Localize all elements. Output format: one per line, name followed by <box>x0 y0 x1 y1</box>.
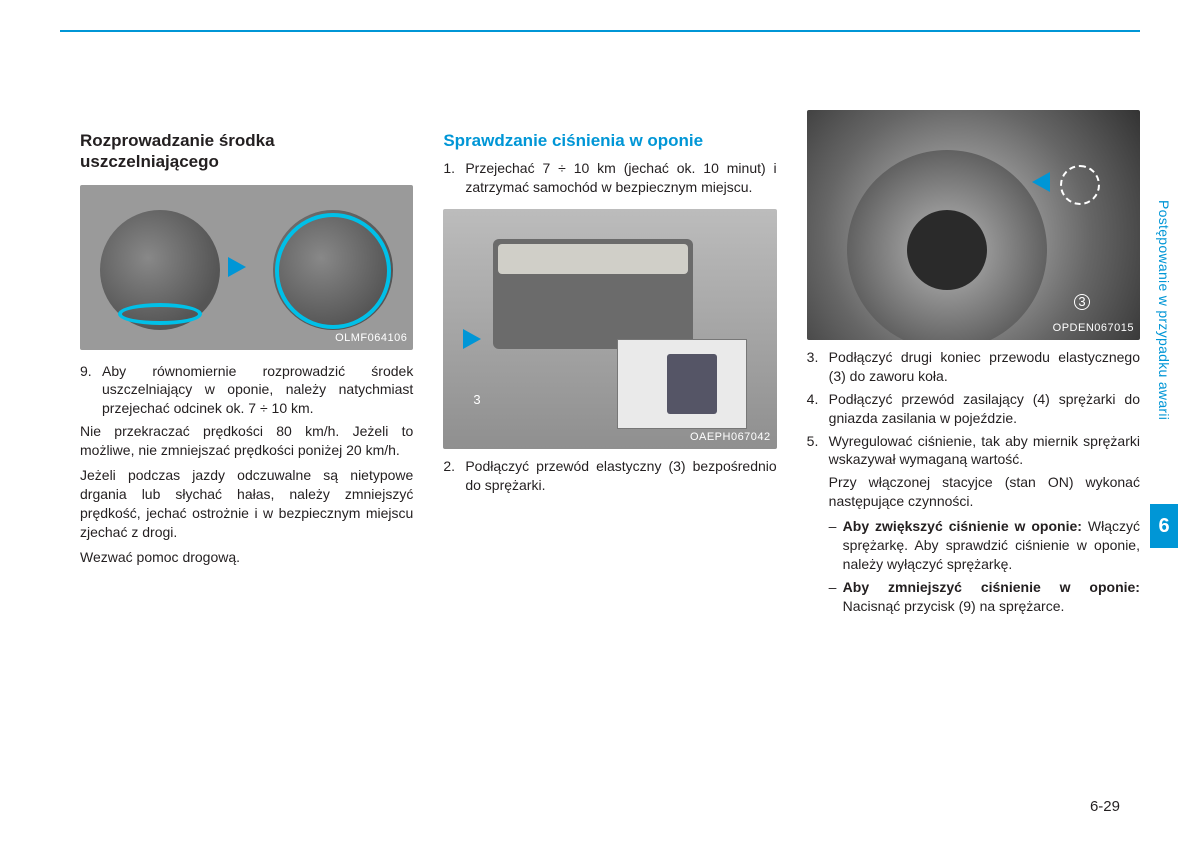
paragraph-vibration-warning: Jeżeli podczas jazdy odczuwalne są niety… <box>80 466 413 542</box>
list-number: 2. <box>443 457 465 495</box>
figure-label: OLMF064106 <box>335 331 407 346</box>
list-text: Aby równomiernie rozprowadzić środek usz… <box>102 362 413 419</box>
list-text: Podłączyć drugi koniec przewodu elastycz… <box>829 348 1140 386</box>
list-number: 3. <box>807 348 829 386</box>
list-item-2: 2. Podłączyć przewód elastyczny (3) bezp… <box>443 457 776 495</box>
list-number: 9. <box>80 362 102 419</box>
column-2: Sprawdzanie ciśnienia w oponie 1. Przeje… <box>443 130 776 616</box>
content-columns: Rozprowadzanie środka uszczelniającego O… <box>80 130 1140 616</box>
figure-sealant-distribution: OLMF064106 <box>80 185 413 350</box>
figure-label: OPDEN067015 <box>1053 321 1134 336</box>
list-text: Wyregulować ciśnienie, tak aby miernik s… <box>829 432 1140 470</box>
bullet-dash: – <box>829 517 843 574</box>
column-1: Rozprowadzanie środka uszczelniającego O… <box>80 130 413 616</box>
column-3: 3 OPDEN067015 3. Podłączyć drugi koniec … <box>807 130 1140 616</box>
bullet-decrease-pressure: – Aby zmniejszyć ciśnienie w oponie: Nac… <box>807 578 1140 616</box>
list-item-3: 3. Podłączyć drugi koniec przewodu elast… <box>807 348 1140 386</box>
list-number: 1. <box>443 159 465 197</box>
list-number: 5. <box>807 432 829 470</box>
list-number: 4. <box>807 390 829 428</box>
paragraph-call-assistance: Wezwać pomoc drogową. <box>80 548 413 567</box>
list-item-1: 1. Przejechać 7 ÷ 10 km (jechać ok. 10 m… <box>443 159 776 197</box>
figure-wheel-valve: 3 OPDEN067015 <box>807 110 1140 340</box>
list-item-5: 5. Wyregulować ciśnienie, tak aby mierni… <box>807 432 1140 470</box>
list-item-9: 9. Aby równomiernie rozprowadzić środek … <box>80 362 413 419</box>
page-number: 6-29 <box>1090 798 1120 815</box>
figure-label: OAEPH067042 <box>690 430 771 445</box>
manual-page: Rozprowadzanie środka uszczelniającego O… <box>0 0 1200 845</box>
heading-distribute-sealant: Rozprowadzanie środka uszczelniającego <box>80 130 413 173</box>
bullet-text: Aby zmniejszyć ciśnienie w oponie: Nacis… <box>843 578 1140 616</box>
list-text: Przejechać 7 ÷ 10 km (jechać ok. 10 minu… <box>465 159 776 197</box>
paragraph-speed-limit: Nie przekraczać prędkości 80 km/h. Jeżel… <box>80 422 413 460</box>
list-text: Podłączyć przewód elastyczny (3) bezpośr… <box>465 457 776 495</box>
paragraph-ignition-on: Przy włączonej stacyjce (stan ON) wykona… <box>807 473 1140 511</box>
bullet-dash: – <box>829 578 843 616</box>
side-chapter-tab: 6 <box>1150 504 1178 548</box>
side-chapter-title: Postępowanie w przypadku awarii <box>1156 200 1172 420</box>
bullet-increase-pressure: – Aby zwiększyć ciśnienie w oponie: Włąc… <box>807 517 1140 574</box>
list-item-4: 4. Podłączyć przewód zasilający (4) sprę… <box>807 390 1140 428</box>
top-border <box>60 30 1140 32</box>
list-text: Podłączyć przewód zasilający (4) sprężar… <box>829 390 1140 428</box>
heading-check-pressure: Sprawdzanie ciśnienia w oponie <box>443 130 776 151</box>
figure-compressor-hose: 3 OAEPH067042 <box>443 209 776 449</box>
bullet-text: Aby zwiększyć ciśnienie w oponie: Włączy… <box>843 517 1140 574</box>
